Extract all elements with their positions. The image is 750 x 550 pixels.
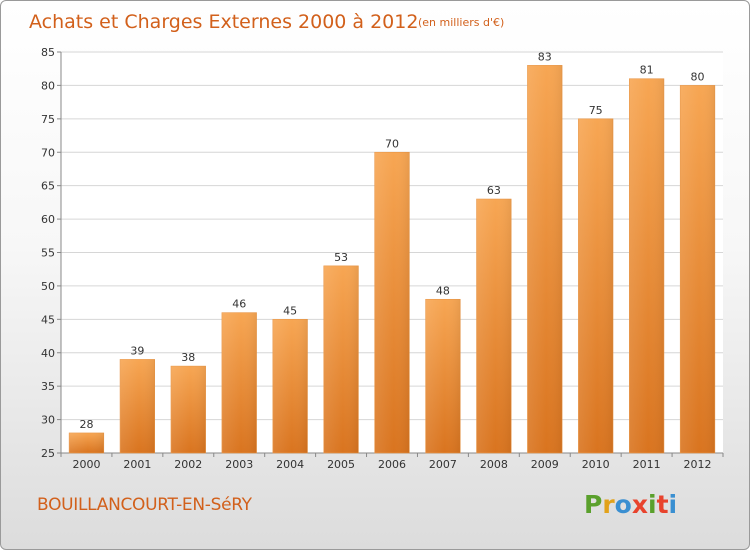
y-tick-label: 35 [41, 380, 55, 393]
x-tick-label: 2004 [276, 458, 304, 471]
bar-shade [323, 265, 359, 453]
bar-2006: 70 [374, 137, 410, 454]
logo-letter: i [648, 490, 657, 519]
x-tick-label: 2003 [225, 458, 253, 471]
value-label: 28 [79, 418, 93, 431]
logo-letter: r [602, 490, 615, 519]
value-label: 48 [436, 284, 450, 297]
x-tick-label: 2011 [633, 458, 661, 471]
bar-shade [170, 366, 206, 453]
x-tick-label: 2006 [378, 458, 406, 471]
x-tick-label: 2002 [174, 458, 202, 471]
y-tick-label: 75 [41, 113, 55, 126]
value-label: 53 [334, 251, 348, 264]
bar-shade [578, 118, 614, 453]
bar-shade [374, 152, 410, 453]
bar-2001: 39 [119, 344, 155, 454]
commune-name: BOUILLANCOURT-EN-SéRY [37, 495, 252, 515]
x-tick-label: 2007 [429, 458, 457, 471]
bar-shade [272, 319, 308, 453]
y-tick-label: 25 [41, 447, 55, 460]
chart-title: Achats et Charges Externes 2000 à 2012 [29, 11, 418, 33]
bar-2008: 63 [476, 184, 512, 454]
bar-2009: 83 [527, 50, 563, 454]
bar-chart: Achats et Charges Externes 2000 à 2012 (… [29, 11, 724, 471]
x-tick-label: 2009 [531, 458, 559, 471]
logo-letter: x [631, 490, 648, 519]
value-label: 45 [283, 304, 297, 317]
x-tick-label: 2010 [582, 458, 610, 471]
bar-shade [69, 432, 104, 453]
bar-shade [425, 299, 461, 453]
bar-shade [221, 312, 257, 453]
x-tick-label: 2008 [480, 458, 508, 471]
logo-letter: P [584, 490, 603, 519]
value-label: 39 [130, 344, 144, 357]
x-tick-label: 2000 [72, 458, 100, 471]
chart-subtitle: (en milliers d'€) [418, 16, 504, 29]
y-tick-label: 55 [41, 247, 55, 260]
y-tick-label: 65 [41, 180, 55, 193]
value-label: 46 [232, 298, 246, 311]
y-tick-label: 45 [41, 313, 55, 326]
bar-2011: 81 [629, 64, 665, 454]
value-label: 70 [385, 137, 399, 150]
value-label: 38 [181, 351, 195, 364]
bar-2004: 45 [272, 304, 308, 454]
bar-2002: 38 [170, 351, 206, 454]
logo-letter: t [656, 490, 669, 519]
value-label: 81 [640, 64, 654, 77]
value-label: 83 [538, 50, 552, 63]
x-tick-label: 2001 [123, 458, 151, 471]
value-label: 75 [589, 104, 603, 117]
bar-2000: 28 [68, 418, 105, 454]
bar-shade [629, 78, 664, 453]
logo-letter: i [668, 490, 678, 519]
x-tick-label: 2012 [684, 458, 712, 471]
y-tick-label: 60 [41, 213, 55, 226]
proxiti-logo: Proxiti [584, 490, 677, 519]
y-tick-label: 80 [41, 79, 55, 92]
bar-2005: 53 [323, 251, 359, 454]
y-tick-label: 50 [41, 280, 55, 293]
bar-shade [680, 85, 715, 454]
y-tick-label: 30 [41, 414, 55, 427]
x-tick-label: 2005 [327, 458, 355, 471]
logo-letter: o [614, 490, 632, 519]
value-label: 63 [487, 184, 501, 197]
bar-2003: 46 [221, 298, 257, 454]
bar-shade [527, 65, 563, 453]
bar-2012: 80 [679, 70, 716, 454]
y-tick-label: 70 [41, 146, 55, 159]
value-label: 80 [691, 70, 705, 83]
bar-shade [476, 199, 512, 453]
bar-2010: 75 [578, 104, 614, 454]
y-tick-label: 85 [41, 46, 55, 59]
bar-shade [120, 359, 155, 453]
bars: 28 39 38 46 45 53 70 48 63 83 75 81 80 [68, 50, 716, 454]
y-tick-label: 40 [41, 347, 55, 360]
bar-2007: 48 [425, 284, 461, 454]
